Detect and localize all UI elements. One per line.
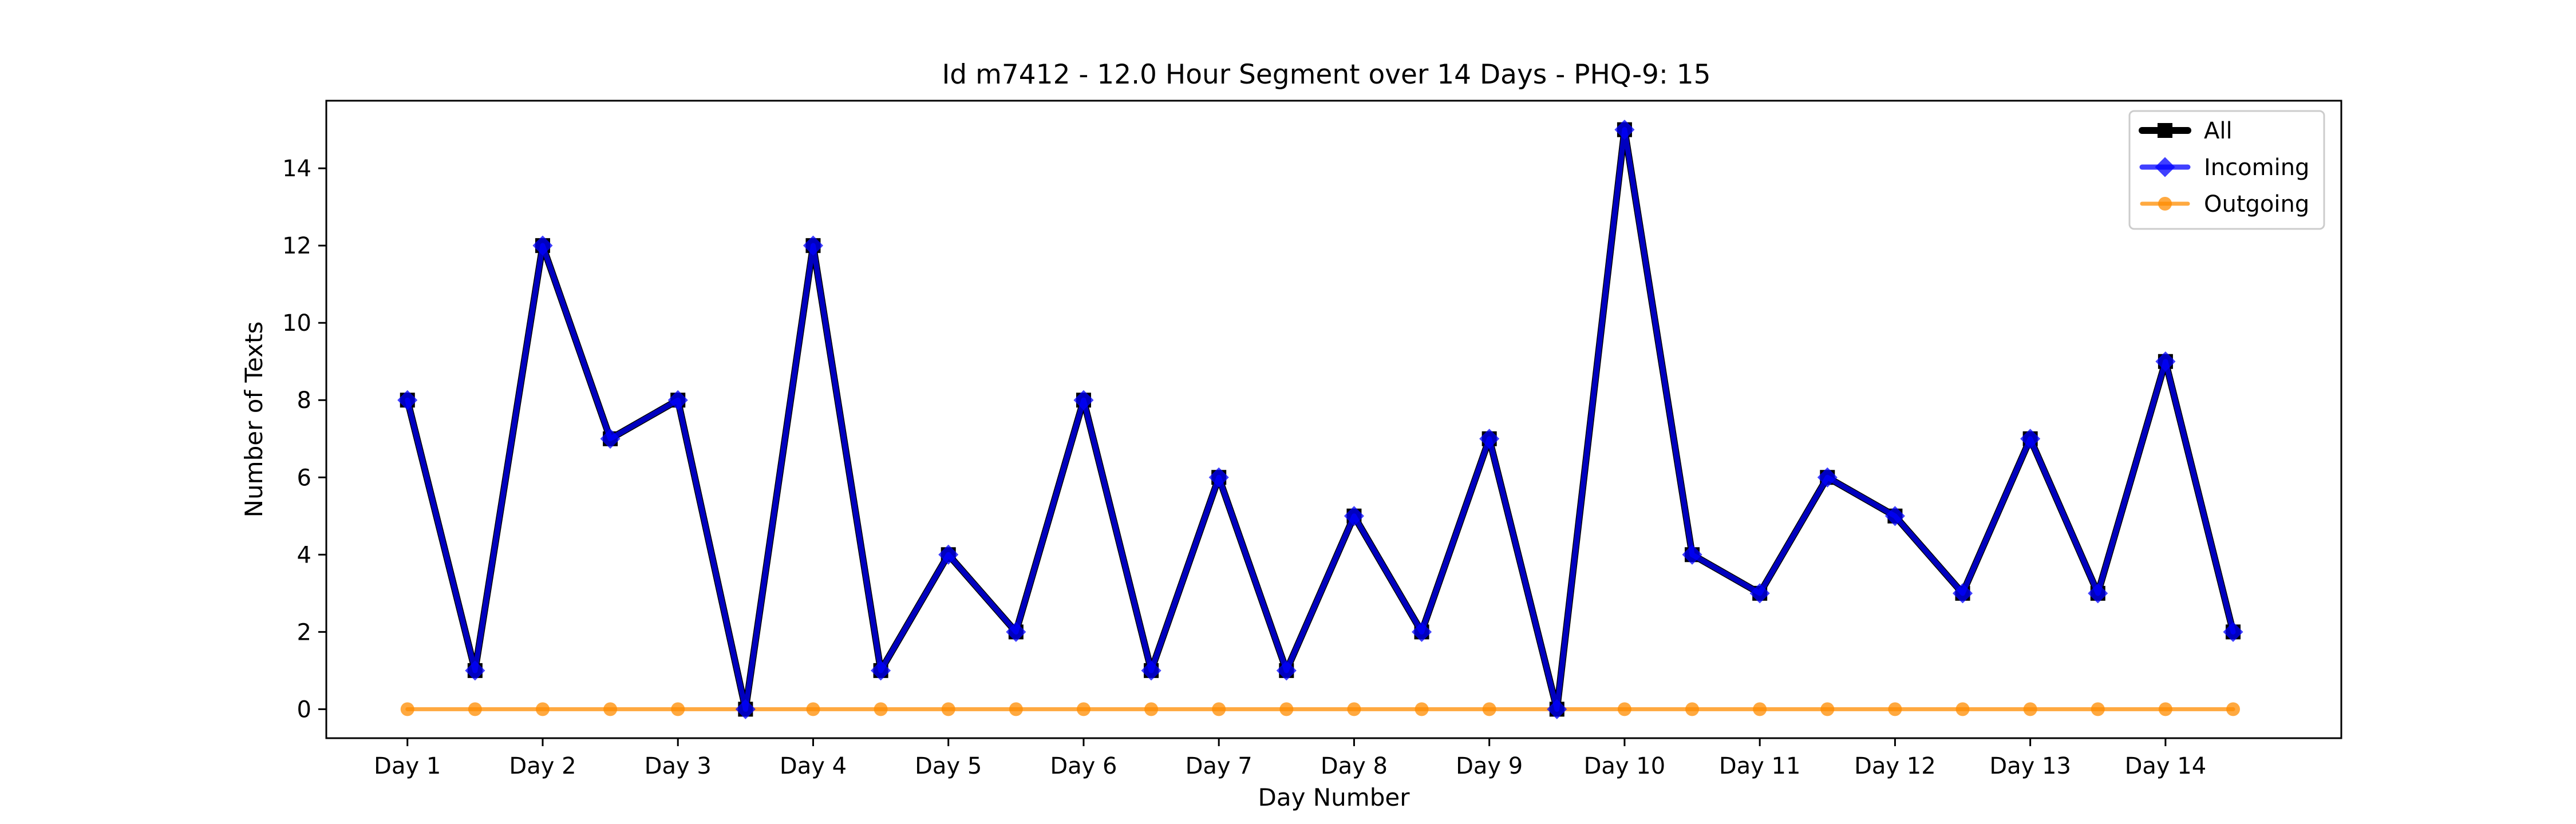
data-point-incoming: [397, 390, 418, 410]
x-tick-label: Day 3: [645, 753, 712, 779]
x-tick-label: Day 1: [374, 753, 441, 779]
data-point-incoming: [803, 235, 824, 256]
x-tick-label: Day 12: [1854, 753, 1936, 779]
data-point-outgoing: [400, 702, 414, 716]
data-point-incoming: [1208, 467, 1229, 488]
data-point-outgoing: [1009, 702, 1023, 716]
data-point-incoming: [2020, 429, 2041, 449]
x-tick-label: Day 8: [1321, 753, 1388, 779]
data-point-outgoing: [874, 702, 888, 716]
data-point-incoming: [1952, 583, 1973, 604]
data-point-outgoing: [1685, 702, 1700, 716]
x-tick-label: Day 11: [1719, 753, 1801, 779]
legend-label: Incoming: [2204, 154, 2309, 181]
data-point-incoming: [1479, 429, 1500, 449]
data-point-outgoing: [1076, 702, 1091, 716]
legend: All Incoming Outgoing: [2128, 110, 2325, 230]
data-point-outgoing: [1212, 702, 1226, 716]
series-incoming: [397, 120, 2243, 719]
data-point-outgoing: [1347, 702, 1361, 716]
y-tick-label: 2: [297, 619, 311, 645]
legend-item-incoming: Incoming: [2139, 154, 2309, 181]
legend-box: [2128, 110, 2325, 230]
data-point-outgoing: [1955, 702, 1970, 716]
chart-title: Id m7412 - 12.0 Hour Segment over 14 Day…: [942, 59, 1710, 90]
x-tick-label: Day 10: [1584, 753, 1666, 779]
x-tick-label: Day 9: [1456, 753, 1523, 779]
data-point-outgoing: [1753, 702, 1767, 716]
data-point-outgoing: [2226, 702, 2241, 716]
data-point-outgoing: [806, 702, 820, 716]
data-point-incoming: [667, 390, 688, 410]
data-point-incoming: [938, 544, 959, 565]
data-point-outgoing: [1820, 702, 1835, 716]
plot-area: [397, 120, 2243, 719]
y-tick-label: 8: [297, 387, 311, 414]
data-point-outgoing: [535, 702, 550, 716]
data-point-outgoing: [1617, 702, 1631, 716]
data-point-outgoing: [1888, 702, 1902, 716]
data-point-incoming: [1614, 120, 1635, 140]
x-axis-label: Day Number: [1258, 783, 1410, 811]
x-tick-label: Day 13: [1989, 753, 2071, 779]
data-point-incoming: [532, 235, 553, 256]
x-tick-label: Day 4: [780, 753, 847, 779]
data-point-incoming: [465, 660, 485, 681]
y-tick-label: 10: [282, 310, 311, 336]
legend-label: All: [2204, 118, 2233, 144]
data-point-incoming: [600, 429, 621, 449]
legend-item-outgoing: Outgoing: [2140, 191, 2309, 217]
series-outgoing: [400, 702, 2241, 716]
data-point-incoming: [735, 699, 756, 719]
series-line-incoming: [405, 127, 2236, 712]
x-tick-label: Day 14: [2125, 753, 2207, 779]
x-tick-label: Day 5: [915, 753, 982, 779]
data-point-outgoing: [1415, 702, 1429, 716]
data-point-outgoing: [671, 702, 685, 716]
x-tick-label: Day 2: [509, 753, 576, 779]
data-point-outgoing: [2091, 702, 2105, 716]
plot-frame: [325, 100, 2342, 739]
data-point-outgoing: [468, 702, 482, 716]
data-point-outgoing: [1144, 702, 1159, 716]
data-point-incoming: [1884, 506, 1905, 526]
data-point-incoming: [1141, 660, 1161, 681]
data-point-outgoing: [941, 702, 955, 716]
data-point-outgoing: [603, 702, 618, 716]
data-point-incoming: [1276, 660, 1297, 681]
y-axis: 0 2 4 6 8 10 12 14: [282, 156, 326, 723]
y-tick-label: 4: [297, 542, 311, 568]
data-point-outgoing: [1279, 702, 1294, 716]
y-tick-label: 14: [282, 156, 311, 182]
data-point-incoming: [1547, 699, 1567, 719]
data-point-incoming: [1344, 506, 1364, 526]
data-point-incoming: [1749, 583, 1770, 604]
data-point-incoming: [2223, 621, 2243, 642]
x-tick-label: Day 6: [1050, 753, 1117, 779]
data-point-incoming: [2088, 583, 2108, 604]
data-point-incoming: [2155, 351, 2176, 372]
legend-marker: [2158, 123, 2172, 138]
legend-item-all: All: [2139, 118, 2233, 144]
data-point-incoming: [1817, 467, 1838, 488]
data-point-outgoing: [1482, 702, 1496, 716]
data-point-incoming: [1412, 621, 1432, 642]
series-all: [400, 122, 2241, 717]
x-axis: Day 1 Day 2 Day 3 Day 4 Day 5 Day 6 Day 7 Day 8…: [374, 738, 2206, 779]
data-point-outgoing: [2158, 702, 2172, 716]
legend-label: Outgoing: [2204, 191, 2309, 217]
data-point-incoming: [1682, 544, 1702, 565]
x-tick-label: Day 7: [1186, 753, 1253, 779]
y-tick-label: 0: [297, 696, 311, 723]
legend-marker: [2158, 197, 2172, 211]
y-tick-label: 6: [297, 465, 311, 491]
data-point-incoming: [1073, 390, 1094, 410]
data-point-incoming: [871, 660, 891, 681]
data-point-outgoing: [2023, 702, 2037, 716]
data-point-incoming: [1006, 621, 1026, 642]
legend-marker: [2155, 157, 2175, 177]
y-axis-label: Number of Texts: [240, 322, 268, 518]
y-tick-label: 12: [282, 233, 311, 259]
